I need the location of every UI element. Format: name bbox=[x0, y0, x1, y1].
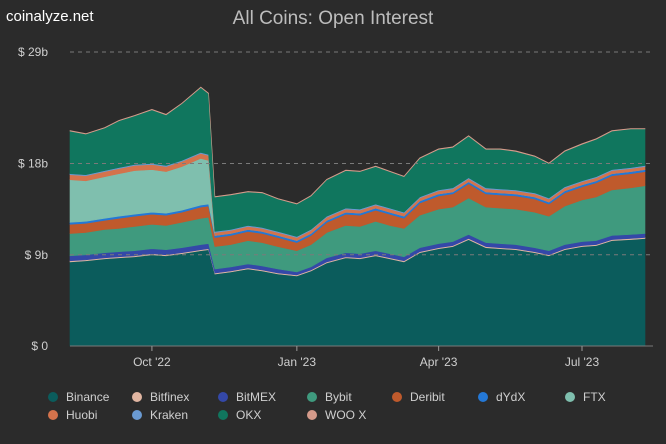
y-tick-label: $ 18b bbox=[18, 157, 48, 171]
legend-label: Bitfinex bbox=[150, 390, 190, 404]
legend-label: Kraken bbox=[150, 408, 189, 422]
legend-label: dYdX bbox=[496, 390, 526, 404]
legend-label: BitMEX bbox=[236, 390, 277, 404]
legend-label: Deribit bbox=[410, 390, 445, 404]
legend-item-kraken[interactable]: Kraken bbox=[132, 408, 188, 422]
legend-label: WOO X bbox=[325, 408, 367, 422]
y-tick-label: $ 9b bbox=[25, 248, 49, 262]
legend-swatch bbox=[48, 392, 58, 402]
legend-swatch bbox=[218, 392, 228, 402]
legend-swatch bbox=[132, 410, 142, 420]
legend-label: Huobi bbox=[66, 408, 98, 422]
legend-item-huobi[interactable]: Huobi bbox=[48, 408, 97, 422]
legend-swatch bbox=[392, 392, 402, 402]
x-tick-label: Apr '23 bbox=[420, 355, 458, 369]
y-tick-label: $ 0 bbox=[31, 339, 48, 353]
legend-swatch bbox=[218, 410, 228, 420]
area-woo-x bbox=[69, 86, 646, 205]
site-logo-text[interactable]: coinalyze.net bbox=[6, 8, 94, 25]
legend-item-dydx[interactable]: dYdX bbox=[478, 390, 525, 404]
legend-label: FTX bbox=[583, 390, 606, 404]
legend-item-ftx[interactable]: FTX bbox=[565, 390, 606, 404]
legend-label: Binance bbox=[66, 390, 110, 404]
legend-swatch bbox=[478, 392, 488, 402]
legend-item-okx[interactable]: OKX bbox=[218, 408, 261, 422]
legend-swatch bbox=[48, 410, 58, 420]
legend-item-woo-x[interactable]: WOO X bbox=[307, 408, 366, 422]
legend-item-bybit[interactable]: Bybit bbox=[307, 390, 352, 404]
legend-swatch bbox=[132, 392, 142, 402]
legend-item-bitfinex[interactable]: Bitfinex bbox=[132, 390, 189, 404]
legend-label: OKX bbox=[236, 408, 262, 422]
y-tick-label: $ 29b bbox=[18, 45, 48, 59]
x-tick-label: Jan '23 bbox=[278, 355, 317, 369]
legend-item-binance[interactable]: Binance bbox=[48, 390, 109, 404]
chart-title: All Coins: Open Interest bbox=[232, 8, 434, 29]
x-tick-label: Jul '23 bbox=[565, 355, 600, 369]
legend-swatch bbox=[307, 410, 317, 420]
legend-item-deribit[interactable]: Deribit bbox=[392, 390, 445, 404]
x-tick-label: Oct '22 bbox=[133, 355, 171, 369]
legend-label: Bybit bbox=[325, 390, 352, 404]
legend-swatch bbox=[565, 392, 575, 402]
legend-item-bitmex[interactable]: BitMEX bbox=[218, 390, 276, 404]
legend-swatch bbox=[307, 392, 317, 402]
